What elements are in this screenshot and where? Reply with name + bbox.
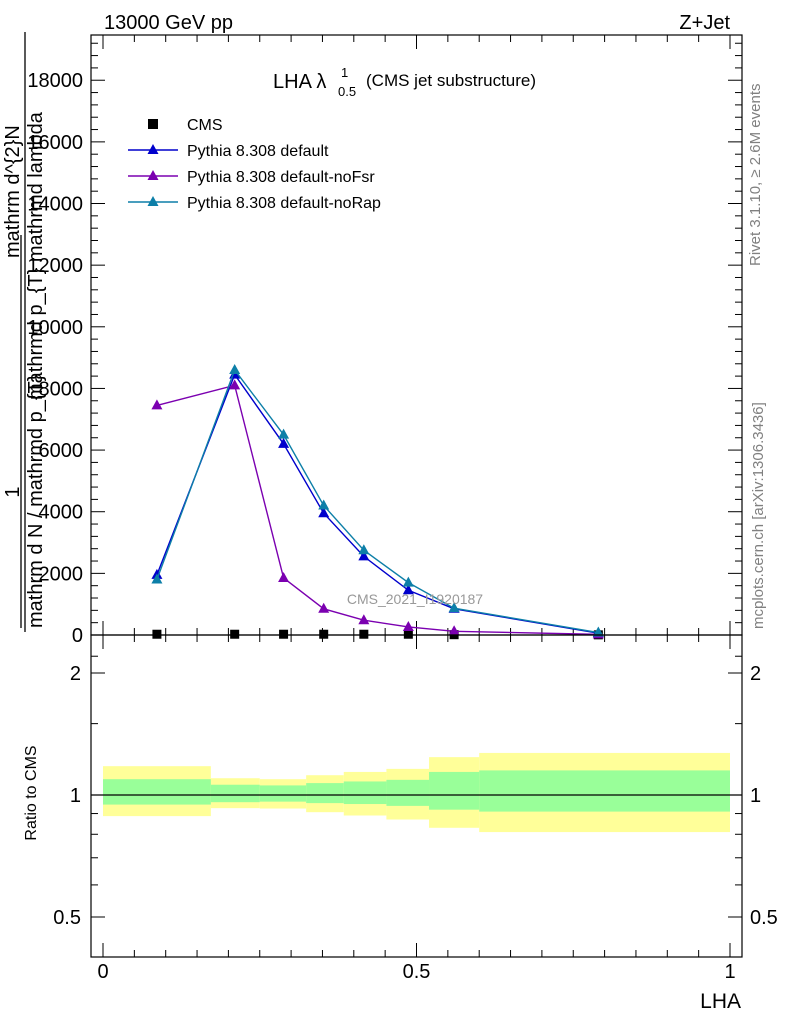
data-point — [151, 399, 163, 410]
main-ytick-label: 8000 — [39, 378, 84, 400]
data-point — [229, 363, 241, 374]
legend-marker — [147, 196, 159, 206]
data-point — [278, 428, 290, 439]
ratio-frame — [90, 634, 743, 958]
watermark: CMS_2021_I1920187 — [347, 591, 483, 607]
data-point — [358, 614, 370, 625]
legend-marker — [147, 170, 159, 180]
main-ylabel: 1 mathrm d N / mathrmd p_{T} mathrm d^{2… — [2, 32, 47, 632]
ratio-ytick-label: 1 — [70, 785, 81, 807]
data-point — [278, 571, 290, 582]
series-line — [156, 373, 599, 634]
ratio-ytick-label: 0.5 — [53, 907, 81, 929]
data-point — [318, 602, 330, 613]
x-axis-label: LHA — [700, 990, 741, 1013]
svg-text:LHA λ: LHA λ — [273, 71, 326, 93]
data-point — [319, 629, 329, 639]
series-2 — [151, 379, 604, 639]
title-superscript: 1 — [341, 65, 348, 80]
main-ytick-label: 14000 — [27, 194, 83, 216]
series-line — [156, 384, 599, 636]
legend-entry: Pythia 8.308 default-noRap — [128, 195, 381, 212]
data-point — [448, 625, 460, 636]
data-point — [448, 602, 460, 613]
plot-title: LHA λ 1 0.5 (CMS jet substructure) — [273, 65, 536, 99]
data-point — [152, 629, 162, 639]
data-point — [403, 629, 413, 639]
data-point — [402, 620, 414, 631]
series-line — [156, 368, 599, 634]
main-ytick-label: 18000 — [27, 70, 83, 92]
ratio-band-inner — [479, 770, 730, 812]
legend-marker — [147, 144, 159, 154]
ratio-ytick-label-right: 1 — [750, 785, 761, 807]
main-ytick-label: 12000 — [27, 255, 83, 277]
legend-label: Pythia 8.308 default-noRap — [187, 195, 381, 212]
rivet-info: Rivet 3.1.10, ≥ 2.6M events — [747, 84, 764, 267]
ratio-band-inner — [343, 781, 387, 805]
legend-marker — [148, 119, 158, 129]
data-point — [318, 499, 330, 510]
data-point — [592, 626, 604, 637]
header-energy: 13000 GeV pp — [104, 12, 233, 34]
main-ytick-label: 10000 — [27, 317, 83, 339]
data-point — [151, 573, 163, 584]
ratio-bands — [91, 752, 742, 833]
ratio-band-inner — [210, 784, 260, 803]
ratio-ytick-label-right: 2 — [750, 663, 761, 685]
ylabel-upper-denominator: mathrmd p_{T} mathrmd lambda — [25, 111, 47, 400]
series-3 — [151, 363, 604, 637]
ratio-panel: 0.5 0.5 1 1 2 2 0 0.5 1 Ratio to CMS LHA — [23, 634, 778, 1013]
ratio-band-inner — [429, 771, 480, 810]
xtick-label: 1 — [724, 961, 735, 983]
data-point — [318, 507, 330, 518]
xtick-label: 0.5 — [403, 961, 431, 983]
ratio-ytick-label-right: 0.5 — [750, 907, 778, 929]
ratio-band-inner — [103, 779, 211, 805]
data-point — [359, 629, 369, 639]
title-suffix: (CMS jet substructure) — [366, 71, 536, 90]
ylabel-denominator: mathrm d N / mathrmd p_{T} — [25, 374, 47, 628]
main-axis-ticks: 0 2000 4000 6000 8000 10000 12000 14000 16000 180… — [27, 35, 742, 647]
mcplots-info: mcplots.cern.ch [arXiv:1306.3436] — [750, 402, 767, 629]
xtick-label: 0 — [97, 961, 108, 983]
main-series-layer — [151, 363, 604, 640]
data-point — [402, 576, 414, 587]
data-point — [279, 629, 289, 639]
legend-label: Pythia 8.308 default — [187, 143, 329, 160]
main-panel: 0 2000 4000 6000 8000 10000 12000 14000 16000 180… — [27, 34, 743, 647]
main-ytick-label: 6000 — [39, 440, 84, 462]
data-point — [278, 437, 290, 448]
ratio-ytick-label: 2 — [70, 663, 81, 685]
title-main: LHA λ — [273, 71, 326, 93]
ratio-band-inner — [259, 785, 307, 802]
legend-label: CMS — [187, 117, 223, 134]
header-process: Z+Jet — [679, 12, 730, 34]
ratio-axis-ticks: 0.5 0.5 1 1 2 2 0 0.5 1 — [53, 635, 778, 983]
main-ytick-label: 2000 — [39, 563, 84, 585]
legend-entry: Pythia 8.308 default-noFsr — [128, 169, 375, 186]
ratio-ylabel: Ratio to CMS — [23, 745, 40, 840]
ratio-band-inner — [306, 783, 344, 804]
legend: CMS Pythia 8.308 default Pythia 8.308 defa… — [128, 117, 381, 212]
ylabel-numerator: 1 — [2, 486, 24, 497]
legend-entry: Pythia 8.308 default — [128, 143, 329, 160]
ylabel-upper-numerator: mathrm d^{2}N — [2, 125, 24, 258]
ratio-band-inner — [386, 779, 430, 806]
data-point — [358, 544, 370, 555]
legend-label: Pythia 8.308 default-noFsr — [187, 169, 375, 186]
legend-entry: CMS — [148, 117, 223, 134]
data-point — [230, 629, 240, 639]
main-ytick-label: 16000 — [27, 132, 83, 154]
data-point — [229, 379, 241, 390]
data-point — [402, 584, 414, 595]
data-point — [358, 550, 370, 561]
main-ytick-label: 4000 — [39, 502, 84, 524]
title-subscript: 0.5 — [338, 84, 356, 99]
main-ytick-label: 0 — [72, 625, 83, 647]
